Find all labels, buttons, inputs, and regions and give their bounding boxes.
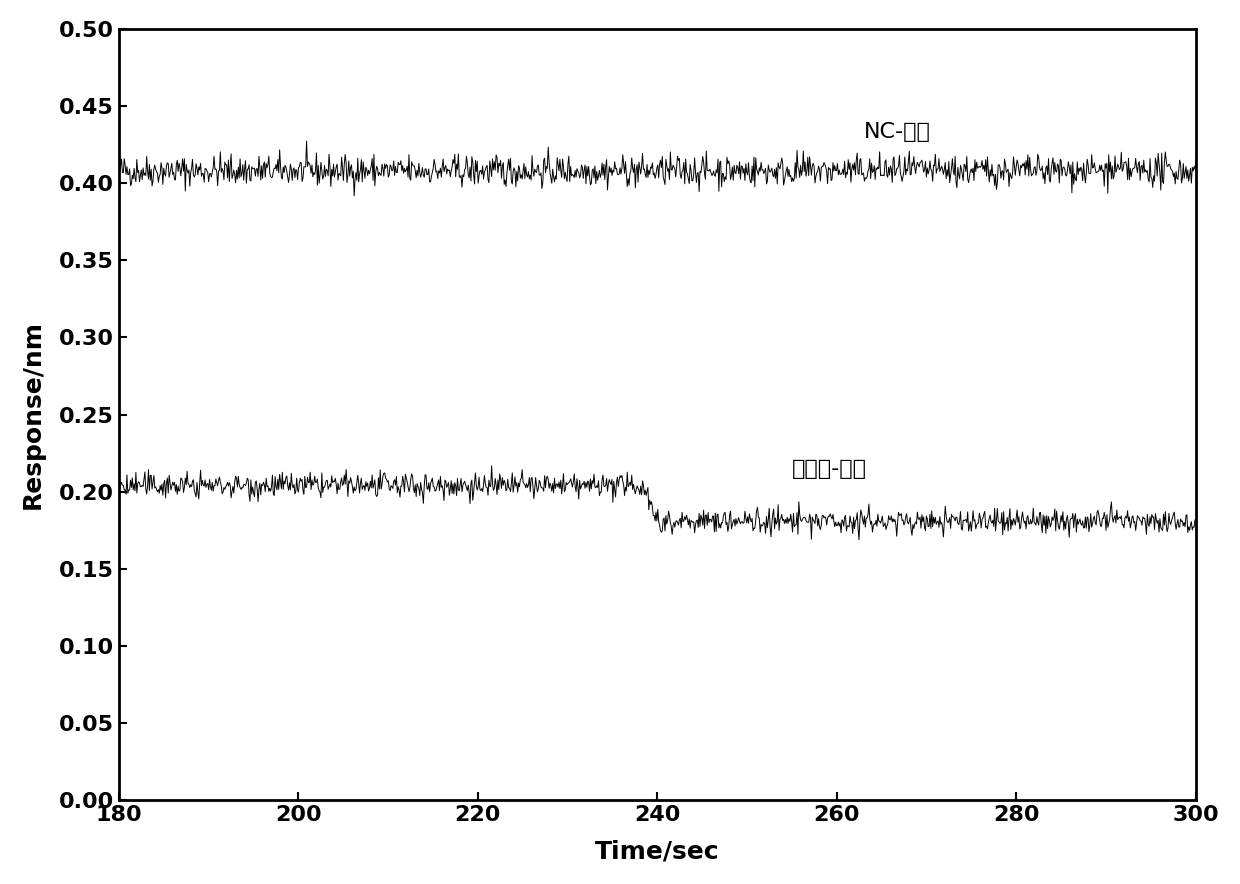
Y-axis label: Response/nm: Response/nm bbox=[21, 320, 45, 509]
Text: 适配体-茶碋: 适配体-茶碋 bbox=[792, 459, 867, 478]
Text: NC-茶碋: NC-茶碋 bbox=[864, 122, 931, 142]
X-axis label: Time/sec: Time/sec bbox=[595, 839, 719, 863]
